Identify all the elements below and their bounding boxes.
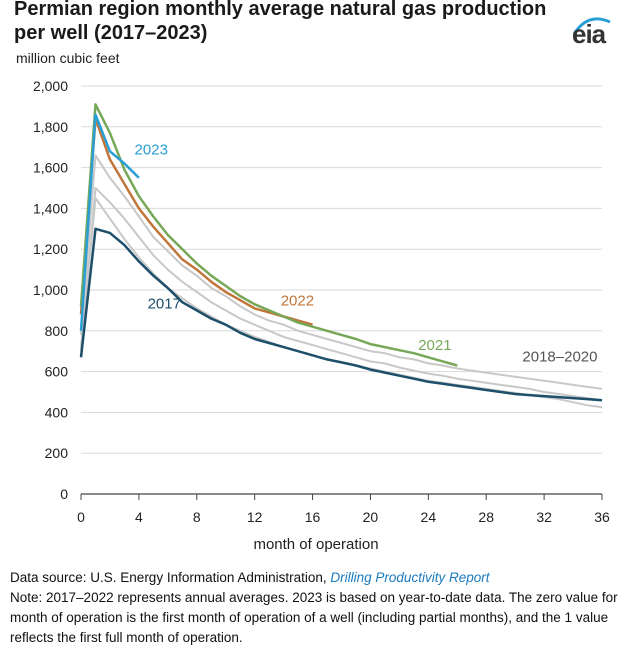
y-tick-label: 600 — [45, 364, 69, 380]
chart-series — [79, 103, 603, 409]
series-line-2021 — [79, 103, 458, 367]
x-tick-label: 32 — [536, 509, 552, 525]
y-tick-label: 400 — [45, 404, 69, 420]
y-tick-label: 1,200 — [33, 241, 68, 257]
series-label: 2017 — [148, 295, 181, 312]
y-tick-label: 800 — [45, 323, 69, 339]
x-tick-label: 20 — [363, 509, 379, 525]
x-tick-label: 28 — [478, 509, 494, 525]
chart-note: Note: 2017–2022 represents annual averag… — [10, 590, 618, 645]
series-line-2023 — [79, 113, 140, 331]
drilling-productivity-report-link[interactable]: Drilling Productivity Report — [330, 570, 490, 585]
x-tick-label: 16 — [305, 509, 321, 525]
y-tick-label: 1,400 — [33, 200, 68, 216]
y-tick-label: 1,000 — [33, 282, 68, 298]
x-tick-label: 12 — [247, 509, 263, 525]
x-axis-ticks: 0 4 8 12 16 20 24 28 32 36 — [77, 494, 610, 525]
y-tick-label: 1,800 — [33, 119, 68, 135]
series-line-2018-2020 — [80, 154, 603, 390]
x-axis-label: month of operation — [253, 536, 378, 553]
series-label: 2022 — [281, 292, 314, 309]
x-tick-label: 24 — [421, 509, 437, 525]
series-label: 2021 — [418, 337, 451, 354]
data-source-line: Data source: U.S. Energy Information Adm… — [10, 568, 625, 588]
series-line-unlabeled-1 — [80, 187, 603, 402]
eia-logo: eia — [572, 19, 606, 49]
series-label: 2018–2020 — [522, 348, 597, 365]
series-label: 2023 — [135, 141, 168, 158]
chart-gridlines — [81, 85, 602, 495]
y-tick-label: 0 — [60, 486, 68, 502]
chart-footer: Data source: U.S. Energy Information Adm… — [10, 568, 625, 648]
series-labels: 2018–2020 2017 2022 2021 2023 — [135, 141, 598, 365]
x-tick-label: 4 — [135, 509, 143, 525]
x-tick-label: 0 — [77, 509, 85, 525]
y-tick-label: 200 — [45, 445, 69, 461]
x-tick-label: 36 — [594, 509, 610, 525]
y-axis-ticks: 0 200 400 600 800 1,000 1,200 1,400 1,600 1,800 2,… — [33, 78, 68, 502]
y-tick-label: 2,000 — [33, 78, 68, 94]
page-title: Permian region monthly average natural g… — [14, 0, 547, 44]
line-chart: 02004006008001,0001,2001,4001,6001,8002,… — [33, 78, 610, 553]
x-tick-label: 8 — [193, 509, 201, 525]
data-source-text: Data source: U.S. Energy Information Adm… — [10, 570, 331, 585]
eia-logo-arc-icon — [572, 17, 611, 35]
y-tick-label: 1,600 — [33, 160, 68, 176]
y-axis-units: million cubic feet — [16, 50, 120, 66]
series-line-2017 — [79, 227, 603, 402]
